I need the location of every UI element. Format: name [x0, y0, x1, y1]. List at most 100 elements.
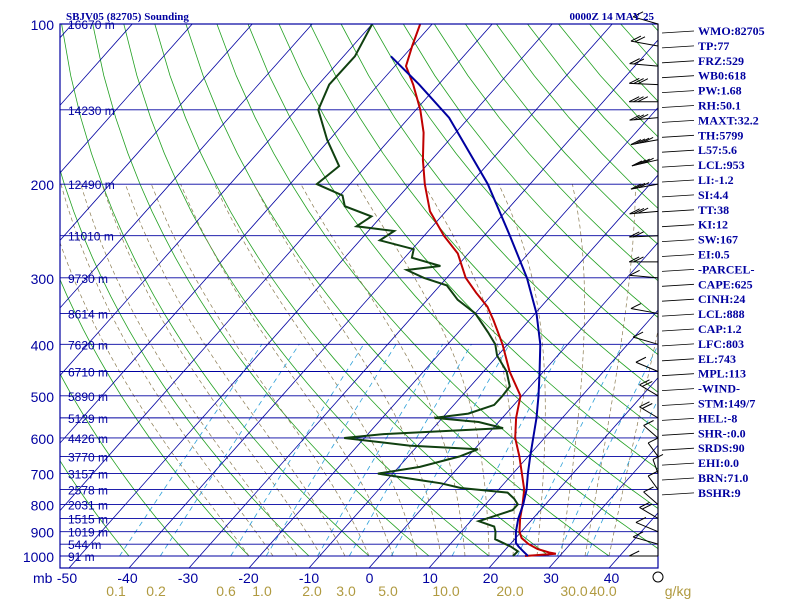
isotherm [60, 24, 253, 242]
wind-barb [629, 274, 659, 279]
index-leader-line [661, 45, 695, 49]
index-leader-line [661, 373, 695, 377]
index-value: EHI:0.0 [698, 456, 739, 470]
index-value: SI:4.4 [698, 188, 728, 202]
isotherm [60, 24, 373, 377]
index-value: FRZ:529 [698, 54, 744, 68]
index-leader-line [661, 90, 695, 93]
wind-barb [635, 361, 659, 372]
wind-barb-flag [630, 183, 642, 190]
indices-panel: WMO:82705TP:77FRZ:529WB0:618PW:1.68RH:50… [661, 24, 765, 500]
index-leader-line [661, 75, 695, 79]
pressure-tick-label: 800 [31, 497, 55, 513]
wind-barb [635, 521, 659, 533]
index-leader-line [661, 134, 695, 138]
index-value: TP:77 [698, 39, 729, 53]
height-label: 5890 m [68, 390, 108, 404]
moist-adiabat [498, 183, 546, 557]
index-value: TT:38 [698, 203, 729, 217]
index-leader-line [661, 447, 695, 451]
index-leader-line [661, 164, 695, 168]
index-leader-line [661, 254, 695, 257]
index-leader-line [661, 477, 695, 481]
wind-barb-flag [629, 231, 640, 238]
wind-barb-flag [632, 331, 644, 338]
index-value: LFC:803 [698, 337, 744, 351]
wind-barb-flag [632, 11, 644, 18]
temperature-tick-label: 0 [366, 570, 374, 586]
wind-barb-flag [628, 550, 640, 557]
wind-barb-flag [630, 35, 642, 42]
height-label: 3770 m [68, 450, 108, 464]
moist-adiabat [253, 183, 442, 557]
index-value: SW:167 [698, 233, 738, 247]
wind-barb-flag [628, 96, 640, 103]
height-label: 5129 m [68, 412, 108, 426]
index-value: STM:149/7 [698, 397, 755, 411]
wind-barb-flag [629, 114, 640, 121]
wind-barb [643, 425, 659, 439]
wind-barb-flag [642, 136, 654, 143]
height-label: 91 m [68, 550, 95, 564]
height-label: 7620 m [68, 338, 108, 352]
temperature-tick-label: 40 [604, 570, 620, 586]
temperature-tick-label: 20 [483, 570, 499, 586]
mixing-ratio-label: 3.0 [336, 583, 356, 599]
index-value: EI:0.5 [698, 248, 730, 262]
mixing-ratio-label: 2.0 [302, 583, 322, 599]
wind-barb-flag [631, 160, 643, 167]
wind-barb-flag [642, 503, 653, 510]
wind-barb-flag [629, 269, 640, 276]
wind-barb-flag [628, 256, 640, 263]
index-value: KI:12 [698, 218, 728, 232]
wind-barb-flag [637, 113, 649, 120]
wind-barb-flag [638, 137, 650, 144]
mixing-ratio-label: 30.0 [560, 583, 587, 599]
isotherm [60, 24, 493, 512]
moist-adiabat [60, 241, 250, 557]
wind-barb-flag [635, 516, 647, 523]
index-leader-line [661, 492, 695, 496]
wind-barb-flag [633, 256, 644, 263]
wind-barb-flag [629, 208, 640, 215]
index-leader-line [661, 343, 695, 347]
wind-barb-flag [633, 96, 644, 103]
wind-barb-flag [639, 158, 650, 165]
height-label: 4426 m [68, 432, 108, 446]
index-value: SHR-:0.0 [698, 426, 746, 440]
wind-barb-flag [629, 58, 640, 65]
temperature-tick-label: -20 [238, 570, 258, 586]
wind-barb-flag [634, 138, 646, 145]
temperature-tick-label: 30 [543, 570, 559, 586]
pressure-tick-label: 500 [31, 389, 55, 405]
index-value: MAXT:32.2 [698, 113, 759, 127]
mixing-ratio-label: 0.1 [106, 583, 126, 599]
index-leader-line [661, 328, 695, 332]
wind-barb-flag [633, 231, 644, 238]
index-leader-line [661, 149, 695, 153]
index-leader-line [661, 120, 695, 123]
parcel-profile [390, 55, 542, 557]
moist-adiabat [180, 183, 394, 557]
mixing-ratio-label: 0.6 [216, 583, 236, 599]
index-leader-line [661, 403, 695, 406]
wind-barb-flag [634, 182, 646, 189]
isotherm [60, 24, 313, 309]
wind-barb-flag [633, 208, 645, 214]
mixing-ratio-label: 10.0 [432, 583, 459, 599]
wind-barb-flag [633, 78, 644, 84]
pressure-axis-label: mb [33, 570, 53, 586]
wind-barb-flag [634, 36, 646, 43]
height-label: 1515 m [68, 512, 108, 526]
wind-barb-flag [643, 420, 654, 426]
wind-barb-flag [643, 157, 654, 164]
wind-barb-flag [637, 207, 649, 214]
temperature-tick-label: -50 [57, 570, 77, 586]
wind-barb-flag [635, 159, 647, 166]
index-value: PW:1.68 [698, 84, 742, 98]
mixing-ratio-label: g/kg [665, 583, 691, 599]
index-leader-line [661, 313, 695, 317]
wind-barb-flag [629, 77, 640, 84]
